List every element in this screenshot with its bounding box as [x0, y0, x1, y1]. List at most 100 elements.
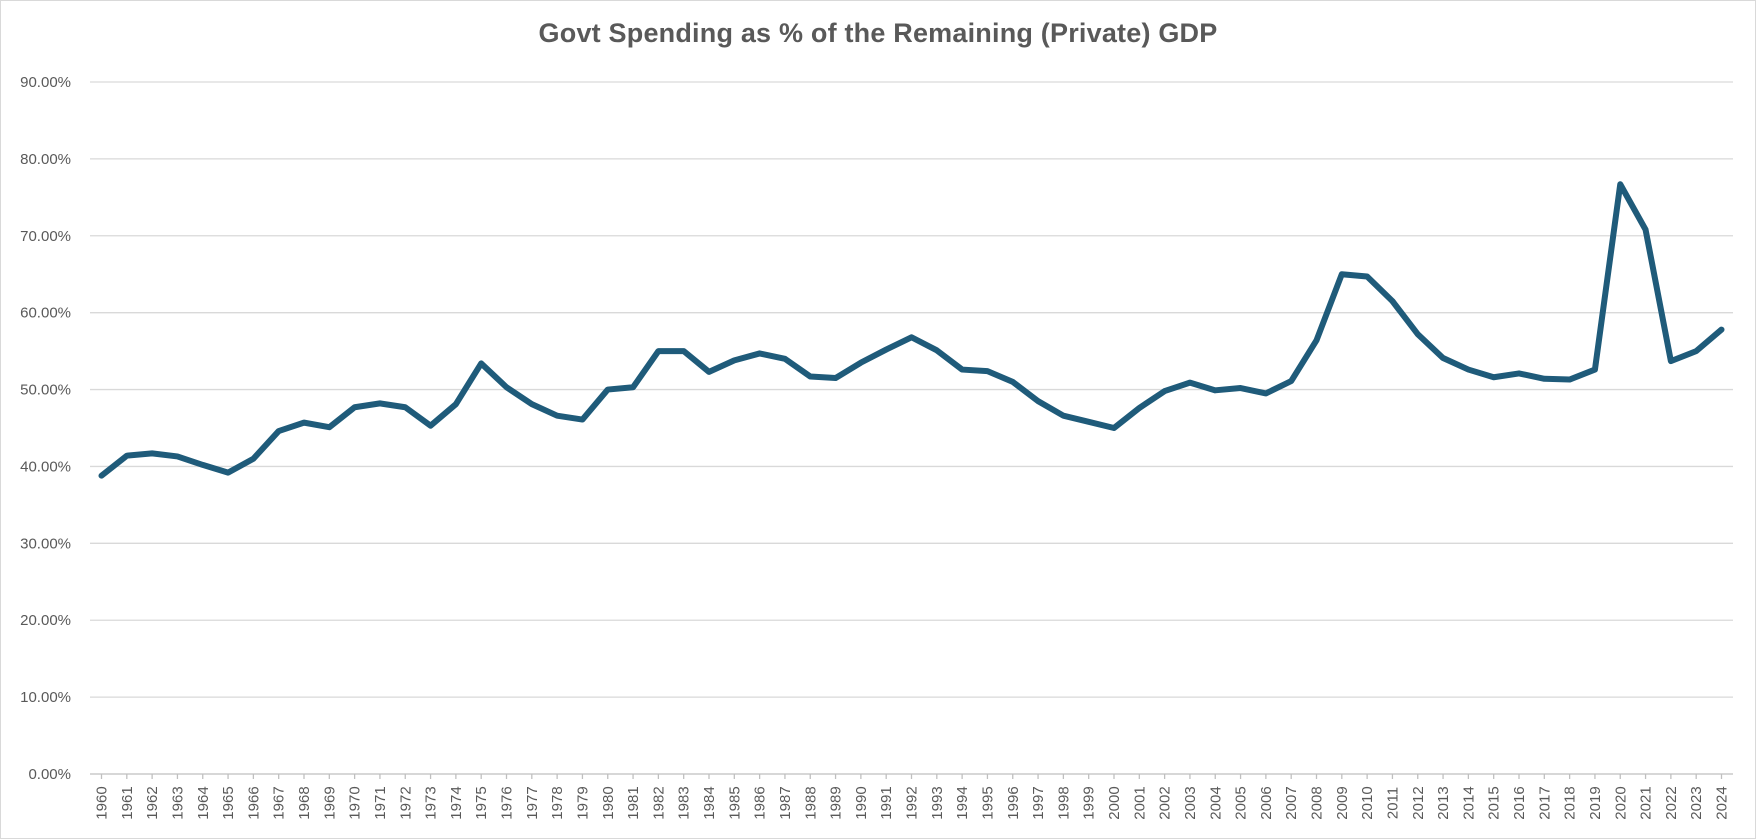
- x-tick-label: 1976: [499, 786, 516, 819]
- x-tick-label: 1997: [1030, 786, 1047, 819]
- data-point: [377, 400, 383, 406]
- x-tick-label: 1965: [220, 786, 237, 819]
- x-tick-label: 1975: [473, 786, 490, 819]
- data-point: [1516, 370, 1522, 376]
- x-tick-label: 2008: [1309, 786, 1326, 819]
- x-tick-label: 1977: [524, 786, 541, 819]
- x-tick-label: 1968: [296, 786, 313, 819]
- data-point: [1111, 425, 1117, 431]
- x-tick-label: 1960: [94, 786, 111, 819]
- y-tick-label: 20.00%: [20, 612, 71, 629]
- data-point: [959, 367, 965, 373]
- data-point: [681, 348, 687, 354]
- x-tick-label: 1983: [676, 786, 693, 819]
- x-tick-label: 1964: [195, 786, 212, 819]
- y-axis-tick-labels: 0.00% 10.00% 20.00% 30.00% 40.00% 50.00% 60.00…: [20, 74, 71, 783]
- data-point: [124, 453, 130, 459]
- x-tick-label: 1961: [119, 786, 136, 819]
- data-point: [250, 456, 256, 462]
- y-tick-label: 40.00%: [20, 458, 71, 475]
- series-line: [98, 181, 1725, 479]
- y-tick-label: 60.00%: [20, 305, 71, 322]
- x-tick-label: 2013: [1435, 786, 1452, 819]
- data-point: [1212, 387, 1218, 393]
- x-tick-label: 1963: [169, 786, 186, 819]
- data-point: [326, 424, 332, 430]
- data-point: [1263, 390, 1269, 396]
- x-tick-label: 2003: [1182, 786, 1199, 819]
- data-point: [984, 368, 990, 374]
- data-point: [478, 360, 484, 366]
- x-tick-label: 2024: [1714, 786, 1731, 819]
- x-tick-label: 1972: [397, 786, 414, 819]
- x-tick-label: 2011: [1384, 787, 1401, 819]
- data-point: [1339, 271, 1345, 277]
- data-point: [301, 420, 307, 426]
- x-tick-label: 1962: [144, 786, 161, 819]
- data-point: [782, 356, 788, 362]
- data-point: [833, 375, 839, 381]
- data-point: [1440, 355, 1446, 361]
- data-point: [883, 347, 889, 353]
- data-point: [1415, 331, 1421, 337]
- y-tick-label: 10.00%: [20, 689, 71, 706]
- y-tick-label: 90.00%: [20, 74, 71, 91]
- data-point: [807, 373, 813, 379]
- x-tick-label: 1973: [423, 786, 440, 819]
- data-point: [706, 369, 712, 375]
- data-point: [1187, 380, 1193, 386]
- y-tick-label: 80.00%: [20, 151, 71, 168]
- x-tick-label: 1992: [904, 786, 921, 819]
- data-point: [909, 334, 915, 340]
- data-point: [630, 384, 636, 390]
- x-tick-label: 1966: [245, 786, 262, 819]
- x-tick-label: 1980: [600, 786, 617, 819]
- data-point: [1162, 388, 1168, 394]
- x-tick-label: 1993: [929, 786, 946, 819]
- x-tick-label: 1970: [347, 786, 364, 819]
- x-tick-label: 1995: [979, 786, 996, 819]
- data-point: [402, 404, 408, 410]
- data-point: [1314, 337, 1320, 343]
- data-point: [529, 401, 535, 407]
- x-tick-label: 1991: [878, 786, 895, 819]
- data-point: [934, 347, 940, 353]
- x-tick-label: 1986: [752, 786, 769, 819]
- x-tick-label: 1971: [372, 786, 389, 819]
- x-tick-label: 2009: [1334, 786, 1351, 819]
- data-point: [605, 387, 611, 393]
- data-point: [352, 404, 358, 410]
- data-point: [554, 413, 560, 419]
- x-tick-label: 2004: [1207, 786, 1224, 819]
- data-point: [1035, 398, 1041, 404]
- x-tick-label: 2020: [1612, 786, 1629, 819]
- data-point: [1288, 378, 1294, 384]
- data-point: [1541, 376, 1547, 382]
- data-point: [731, 357, 737, 363]
- x-tick-label: 1988: [802, 786, 819, 819]
- data-point: [174, 453, 180, 459]
- data-point: [428, 423, 434, 429]
- x-tick-label: 1999: [1081, 786, 1098, 819]
- x-tick-label: 2005: [1233, 786, 1250, 819]
- x-tick-label: 1996: [1005, 786, 1022, 819]
- x-tick-label: 1989: [828, 786, 845, 819]
- data-point: [1719, 327, 1725, 333]
- data-point: [757, 350, 763, 356]
- x-tick-label: 1994: [954, 786, 971, 819]
- data-point: [1389, 298, 1395, 304]
- x-tick-label: 2014: [1460, 786, 1477, 819]
- x-tick-label: 2017: [1536, 786, 1553, 819]
- x-tick-label: 1998: [1055, 786, 1072, 819]
- data-point: [1592, 367, 1598, 373]
- x-tick-label: 2006: [1258, 786, 1275, 819]
- x-tick-label: 2023: [1688, 786, 1705, 819]
- y-tick-label: 30.00%: [20, 535, 71, 552]
- data-point: [1668, 358, 1674, 364]
- data-point: [200, 462, 206, 468]
- data-point: [1238, 385, 1244, 391]
- x-tick-label: 2016: [1511, 786, 1528, 819]
- y-tick-label: 0.00%: [28, 766, 71, 783]
- data-point: [1086, 419, 1092, 425]
